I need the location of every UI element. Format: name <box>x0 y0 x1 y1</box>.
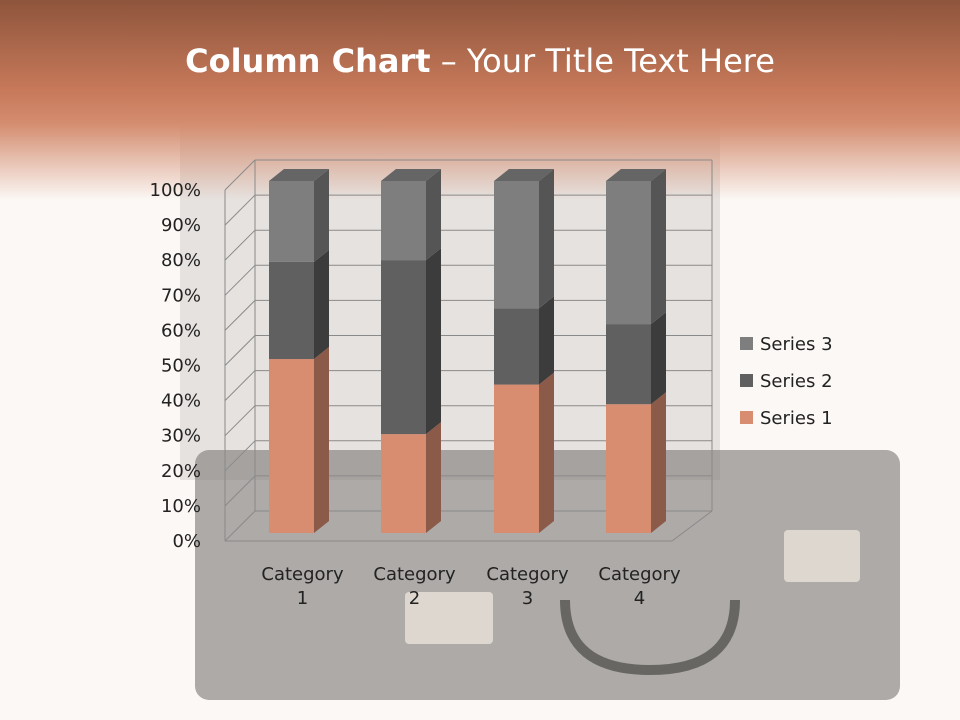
bar-side <box>539 296 554 385</box>
gridline-side <box>224 335 256 366</box>
title-banner <box>0 0 960 200</box>
bar-segment-series-2 <box>381 260 426 435</box>
slide-title: Column Chart – Your Title Text Here <box>185 42 775 80</box>
y-tick-label: 10% <box>161 496 201 517</box>
y-tick-label: 20% <box>161 461 201 482</box>
gridline-side <box>224 405 256 437</box>
legend-label: Series 1 <box>760 408 833 429</box>
y-tick-label: 90% <box>161 215 201 236</box>
bar-side <box>314 347 329 533</box>
category-label-line: Category <box>598 564 681 585</box>
category-label-line: 4 <box>634 588 645 609</box>
gridline-side <box>224 370 256 401</box>
legend-swatch <box>740 337 753 350</box>
column-4 <box>606 169 666 533</box>
y-tick-label: 40% <box>161 391 201 412</box>
bar-side <box>426 422 441 533</box>
y-tick-label: 30% <box>161 426 201 447</box>
floor-right-edge <box>671 510 713 542</box>
category-label-line: 3 <box>522 588 533 609</box>
y-tick-label: 70% <box>161 285 201 306</box>
bar-segment-series-1 <box>269 359 314 533</box>
legend-swatch <box>740 411 753 424</box>
gridline-side <box>224 264 256 296</box>
y-tick-label: 80% <box>161 250 201 271</box>
category-label: Category 2 <box>373 564 456 609</box>
bar-segment-series-3 <box>381 181 426 261</box>
column-1 <box>269 169 329 533</box>
category-label: Category 4 <box>598 564 681 609</box>
bar-segment-series-3 <box>494 181 539 309</box>
category-label-line: 1 <box>297 588 308 609</box>
category-label-line: 2 <box>409 588 420 609</box>
gridline-side <box>224 510 256 542</box>
bar-side <box>426 169 441 261</box>
gridline-side <box>224 159 256 191</box>
category-label: Category 3 <box>486 564 569 609</box>
category-label: Category 1 <box>261 564 344 609</box>
legend: Series 3 Series 2 Series 1 <box>740 334 833 429</box>
bar-top <box>606 169 666 181</box>
bar-side <box>539 169 554 309</box>
category-label-line: Category <box>261 564 344 585</box>
bar-side <box>651 392 666 533</box>
gridline-side <box>224 475 256 507</box>
column-2 <box>381 169 441 533</box>
gridline-side <box>224 300 256 331</box>
bar-segment-series-3 <box>269 181 314 262</box>
category-label-line: Category <box>373 564 456 585</box>
bar-top <box>381 169 441 181</box>
y-tick-label: 60% <box>161 320 201 341</box>
bar-segment-series-2 <box>606 324 651 405</box>
y-tick-label: 50% <box>161 356 201 377</box>
legend-label: Series 2 <box>760 371 833 392</box>
bar-side <box>314 169 329 262</box>
legend-swatch <box>740 374 753 387</box>
bar-segment-series-1 <box>494 384 539 533</box>
category-label-line: Category <box>486 564 569 585</box>
bar-side <box>651 312 666 405</box>
bar-segment-series-2 <box>269 261 314 360</box>
column-3 <box>494 169 554 533</box>
bar-side <box>426 248 441 435</box>
gridline-side <box>224 440 256 472</box>
bar-top <box>269 169 329 181</box>
bar-top <box>494 169 554 181</box>
gridline-side <box>224 229 256 261</box>
bar-side <box>539 372 554 533</box>
bar-side <box>651 169 666 325</box>
bar-segment-series-1 <box>606 404 651 533</box>
legend-label: Series 3 <box>760 334 833 355</box>
bar-segment-series-3 <box>606 181 651 325</box>
y-tick-label: 100% <box>150 180 201 201</box>
bar-side <box>314 249 329 360</box>
bar-segment-series-2 <box>494 308 539 385</box>
y-tick-label: 0% <box>172 531 201 552</box>
gridline-side <box>224 194 256 226</box>
bar-segment-series-1 <box>381 434 426 533</box>
